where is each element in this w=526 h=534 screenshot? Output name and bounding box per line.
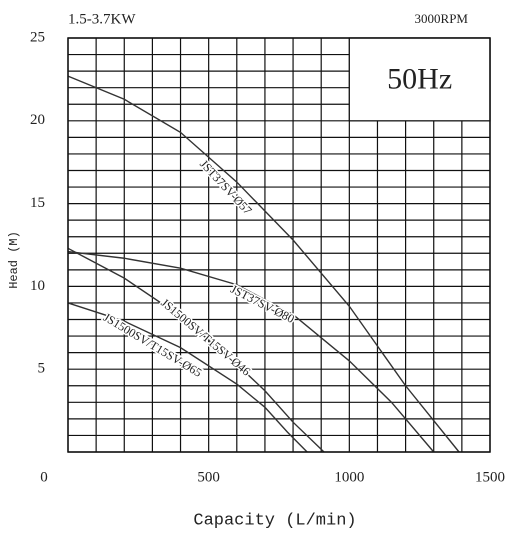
annotation-box: [348, 37, 491, 122]
curve: [67, 250, 435, 453]
y-tick-label: 10: [30, 278, 45, 294]
chart-subtitle: 3000RPM: [415, 11, 469, 26]
x-axis-label: Capacity (L/min): [193, 511, 356, 530]
x-tick-label: 1500: [475, 469, 505, 485]
y-tick-label: 5: [38, 361, 46, 377]
curve: [67, 247, 325, 453]
curve: [67, 75, 460, 453]
chart-title: 1.5-3.7KW: [68, 11, 136, 27]
y-axis-label: Head (M): [7, 231, 21, 289]
y-tick-label: 20: [30, 112, 45, 128]
curve-label: JS1500SV/T15SV-Ø46: [158, 296, 253, 379]
x-tick-label: 0: [40, 469, 48, 485]
x-tick-label: 1000: [334, 469, 364, 485]
y-tick-label: 25: [30, 29, 45, 45]
plot-border: [67, 37, 491, 453]
annotation: 50Hz: [387, 62, 452, 95]
x-tick-label: 500: [197, 469, 220, 485]
curve: [67, 302, 308, 453]
y-tick-label: 15: [30, 195, 45, 211]
